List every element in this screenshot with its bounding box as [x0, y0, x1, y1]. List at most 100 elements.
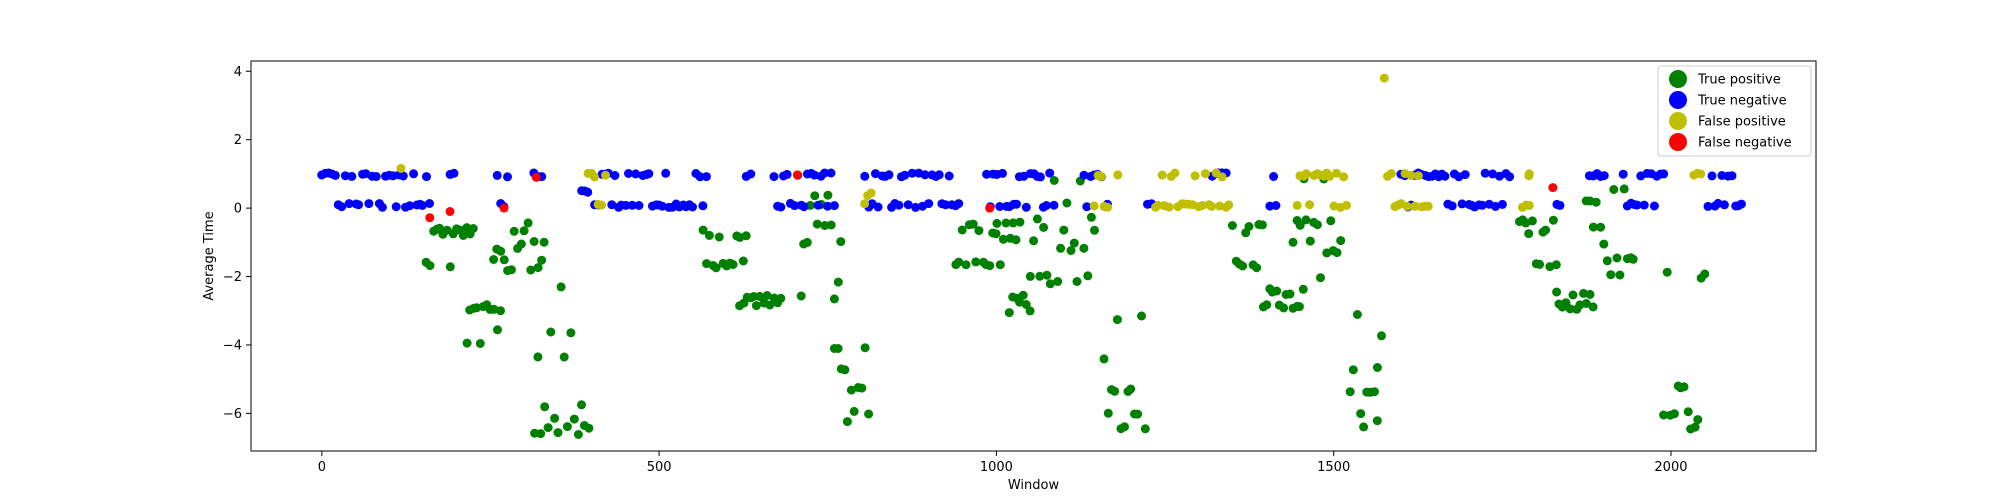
- data-point: [1342, 200, 1351, 210]
- data-point: [583, 187, 593, 197]
- data-point: [556, 282, 566, 292]
- data-point: [543, 423, 553, 433]
- data-point: [503, 172, 512, 182]
- data-point: [823, 190, 833, 200]
- data-point: [1386, 169, 1396, 179]
- data-point: [1298, 284, 1308, 294]
- data-point: [1217, 172, 1227, 182]
- data-point: [796, 291, 806, 301]
- data-point: [1372, 363, 1382, 372]
- data-point: [1279, 303, 1289, 313]
- data-point: [812, 219, 822, 229]
- data-point: [1269, 172, 1279, 181]
- data-point: [1619, 184, 1629, 194]
- data-point: [1727, 171, 1737, 181]
- data-point: [776, 293, 786, 303]
- data-point: [1488, 169, 1498, 179]
- data-point: [894, 200, 904, 210]
- data-point: [371, 172, 381, 181]
- data-point: [782, 169, 792, 179]
- data-point: [1137, 311, 1146, 321]
- data-point: [1719, 200, 1729, 210]
- data-point: [985, 261, 995, 271]
- data-point: [1406, 170, 1416, 180]
- data-point: [562, 422, 572, 432]
- data-point: [1552, 287, 1562, 297]
- data-point: [425, 213, 435, 223]
- data-point: [449, 168, 459, 178]
- data-point: [1056, 243, 1066, 253]
- data-point: [1612, 253, 1622, 263]
- data-point: [1599, 171, 1609, 181]
- data-point: [1524, 200, 1534, 210]
- data-point: [829, 201, 839, 211]
- data-point: [422, 172, 431, 182]
- data-point: [1305, 200, 1315, 210]
- data-point: [1201, 169, 1210, 179]
- points-layer: [317, 73, 1746, 439]
- data-point: [860, 199, 870, 209]
- data-point: [860, 343, 870, 353]
- data-point: [1025, 306, 1035, 316]
- data-point: [1568, 290, 1578, 300]
- data-point: [1244, 222, 1254, 231]
- data-point: [1410, 201, 1420, 211]
- data-point: [860, 171, 870, 181]
- data-point: [1288, 237, 1298, 247]
- data-point: [458, 231, 468, 240]
- data-point: [1285, 289, 1295, 299]
- data-point: [607, 200, 617, 210]
- data-point: [1042, 270, 1052, 280]
- data-point: [1480, 168, 1490, 178]
- data-point: [496, 306, 505, 316]
- data-point: [884, 170, 894, 180]
- data-point: [516, 239, 526, 249]
- data-point: [1524, 229, 1534, 239]
- data-point: [1025, 271, 1035, 281]
- data-point: [550, 413, 560, 423]
- data-point: [961, 260, 971, 270]
- data-point: [1294, 302, 1304, 312]
- data-point: [657, 201, 667, 211]
- data-point: [829, 294, 839, 304]
- data-point: [695, 172, 705, 182]
- data-point: [1618, 169, 1628, 179]
- x-tick-label: 1500: [1317, 460, 1350, 475]
- legend-label: True positive: [1697, 73, 1781, 88]
- data-point: [529, 237, 539, 246]
- data-point: [624, 169, 633, 178]
- data-point: [992, 218, 1002, 228]
- y-tick-label: −6: [223, 407, 242, 422]
- data-point: [1423, 201, 1433, 211]
- data-point: [1262, 300, 1272, 310]
- data-point: [584, 423, 594, 433]
- data-point: [1140, 424, 1150, 434]
- data-point: [1703, 201, 1713, 211]
- data-point: [475, 339, 485, 348]
- data-point: [1693, 415, 1703, 425]
- data-point: [995, 260, 1005, 270]
- data-point: [985, 203, 995, 213]
- data-point: [1126, 384, 1136, 394]
- y-tick-label: −4: [223, 338, 242, 353]
- data-point: [1440, 171, 1450, 181]
- data-point: [610, 171, 620, 180]
- data-point: [1336, 236, 1346, 246]
- series-0: [421, 174, 1710, 439]
- data-point: [468, 224, 478, 233]
- data-point: [1402, 201, 1412, 211]
- data-point: [337, 202, 347, 212]
- data-point: [1103, 408, 1113, 418]
- data-point: [1585, 289, 1595, 299]
- data-point: [1372, 416, 1382, 426]
- x-axis-ticks: 0 500 1000 1500 2000: [318, 451, 1688, 475]
- data-point: [1252, 263, 1262, 273]
- data-point: [1012, 199, 1021, 209]
- data-point: [1069, 238, 1079, 248]
- data-point: [1164, 202, 1174, 212]
- data-point: [1015, 217, 1025, 227]
- data-point: [330, 170, 340, 180]
- data-point: [496, 246, 506, 256]
- data-point: [1700, 269, 1710, 279]
- data-point: [1004, 308, 1014, 318]
